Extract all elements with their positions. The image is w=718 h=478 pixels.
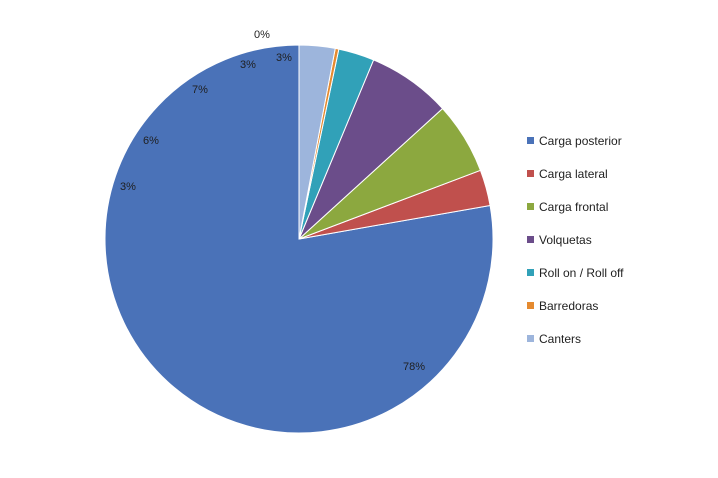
legend-swatch — [527, 302, 534, 309]
data-labels: 78% 3% 6% 7% 3% 0% 3% — [120, 29, 425, 373]
data-label: 7% — [192, 84, 208, 96]
legend-label: Carga lateral — [539, 167, 608, 181]
data-label: 3% — [120, 181, 136, 193]
legend-swatch — [527, 170, 534, 177]
legend-swatch — [527, 269, 534, 276]
legend: Carga posterior Carga lateral Carga fronta… — [527, 134, 624, 346]
legend-swatch — [527, 236, 534, 243]
legend-label: Barredoras — [539, 299, 598, 313]
legend-label: Roll on / Roll off — [539, 266, 624, 280]
legend-swatch — [527, 137, 534, 144]
legend-swatch — [527, 203, 534, 210]
legend-label: Canters — [539, 332, 581, 346]
data-label: 6% — [143, 135, 159, 147]
data-label: 3% — [276, 52, 292, 64]
legend-label: Carga posterior — [539, 134, 622, 148]
pie-slice-canters — [298, 44, 336, 240]
legend-swatch — [527, 335, 534, 342]
legend-label: Carga frontal — [539, 200, 608, 214]
pie-slices — [104, 44, 494, 434]
data-label: 0% — [254, 29, 270, 41]
pie-slice-carga-posterior — [104, 44, 494, 434]
legend-label: Volquetas — [539, 233, 592, 247]
data-label: 3% — [240, 59, 256, 71]
data-label: 78% — [403, 361, 425, 373]
